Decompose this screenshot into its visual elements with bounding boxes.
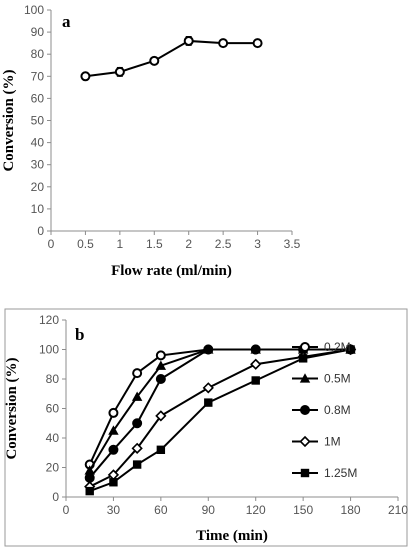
y-axis-label: Conversion (%): [1, 69, 17, 171]
x-tick-label: 0: [63, 503, 70, 517]
data-point: [252, 38, 263, 49]
data-point: [149, 55, 160, 66]
legend-label: 0.8M: [324, 403, 351, 417]
y-tick-label: 100: [39, 343, 59, 357]
y-tick-label: 20: [46, 461, 60, 475]
series-line: [89, 348, 351, 488]
x-tick-label: 1: [117, 237, 124, 251]
x-tick-label: 90: [202, 503, 216, 517]
data-point: [131, 391, 143, 401]
data-point: [131, 442, 143, 454]
x-tick-label: 3.5: [284, 237, 301, 251]
chart-frame: [4, 308, 408, 547]
legend-marker: [300, 468, 310, 478]
data-point: [346, 345, 355, 354]
x-tick-label: 30: [107, 503, 121, 517]
data-point: [183, 35, 194, 46]
data-point: [155, 374, 166, 384]
data-point: [85, 486, 94, 496]
data-point: [84, 465, 95, 475]
x-tick-label: 2.5: [215, 237, 232, 251]
data-point: [155, 410, 167, 422]
y-tick-label: 0: [52, 490, 59, 504]
data-point: [109, 478, 118, 487]
x-tick-label: 0: [48, 237, 55, 251]
x-tick-label: 150: [293, 503, 313, 517]
data-point: [108, 444, 119, 455]
y-tick-label: 80: [31, 47, 45, 61]
x-axis-label: Time (min): [196, 528, 268, 544]
x-tick-label: 2: [185, 237, 192, 251]
data-point: [108, 425, 119, 435]
data-point: [251, 376, 260, 385]
data-point: [298, 354, 308, 363]
data-point: [155, 350, 166, 361]
chart-b: 0 20 40 60 80 100 120 0 30 60 90 120 150 180 210 Time (…: [4, 308, 408, 547]
data-point: [155, 360, 167, 370]
y-tick-label: 30: [31, 158, 45, 172]
legend-marker: [300, 342, 310, 352]
data-point: [218, 38, 229, 49]
data-point: [204, 398, 213, 407]
y-tick-label: 120: [39, 313, 59, 327]
series-line: [89, 348, 351, 493]
y-tick-label: 10: [31, 202, 45, 216]
data-point: [84, 472, 95, 483]
data-point: [132, 418, 143, 429]
data-point: [132, 460, 142, 469]
panel-label: b: [75, 325, 84, 344]
data-point: [156, 445, 166, 454]
y-tick-label: 50: [31, 114, 45, 128]
legend-label: 1M: [324, 435, 341, 449]
panel-label: a: [62, 12, 71, 31]
data-point: [108, 407, 119, 418]
y-tick-label: 60: [31, 91, 45, 105]
legend-marker: [300, 405, 310, 415]
legend-label: 0.2M: [324, 340, 351, 354]
y-tick-label: 0: [37, 224, 44, 238]
x-tick-label: 180: [341, 503, 361, 517]
data-point: [203, 344, 214, 355]
data-point: [250, 358, 262, 370]
chart-a: 0 10 20 30 40 50 60 70 80 90 100 0 0.5 1 1.5 2 2.5 3 3.5 Fl…: [1, 3, 301, 279]
y-tick-label: 60: [46, 402, 60, 416]
series-line: [85, 39, 258, 78]
y-tick-label: 80: [46, 372, 60, 386]
y-tick-label: 40: [31, 136, 45, 150]
x-tick-label: 0.5: [77, 237, 94, 251]
x-tick-label: 210: [388, 503, 408, 517]
legend-label: 1.25M: [324, 466, 357, 480]
data-point: [250, 344, 261, 355]
y-tick-label: 90: [31, 25, 45, 39]
x-tick-label: 120: [246, 503, 266, 517]
y-tick-label: 70: [31, 69, 45, 83]
y-tick-label: 40: [46, 431, 60, 445]
legend-marker: [299, 435, 311, 448]
x-tick-label: 1.5: [146, 237, 163, 251]
data-point: [80, 71, 91, 82]
y-tick-label: 20: [31, 180, 45, 194]
y-tick-label: 100: [24, 3, 44, 17]
data-point: [132, 368, 143, 379]
x-tick-label: 60: [154, 503, 168, 517]
series-line: [88, 348, 351, 479]
data-point: [114, 66, 125, 77]
x-axis-label: Flow rate (ml/min): [111, 263, 232, 279]
data-point: [202, 382, 214, 394]
y-axis-label: Conversion (%): [4, 357, 20, 459]
legend-marker: [299, 373, 311, 383]
legend-label: 0.5M: [324, 372, 351, 386]
x-tick-label: 3: [254, 237, 261, 251]
